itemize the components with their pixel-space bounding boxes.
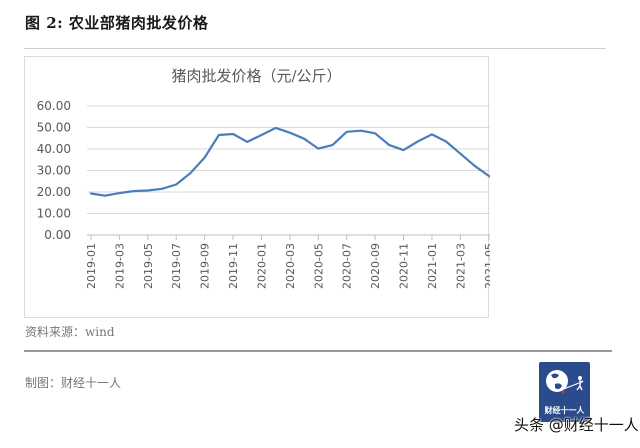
y-tick-label: 50.00 (37, 121, 71, 135)
chart-credit: 制图：财经十一人 (25, 376, 122, 390)
figure-title: 图 2: 农业部猪肉批发价格 (25, 14, 209, 32)
x-tick-label: 2019-03 (113, 243, 126, 289)
brand-logo: 财经十一人 (539, 362, 590, 422)
x-tick-label: 2019-09 (199, 243, 212, 289)
y-tick-label: 60.00 (37, 99, 71, 113)
chart-title: 猪肉批发价格（元/公斤） (171, 67, 342, 85)
section-divider (24, 350, 612, 352)
chart-container: 猪肉批发价格（元/公斤） 0.00 10.00 20.00 30.00 40.00 50.… (24, 56, 490, 318)
data-source: 资料来源：wind (25, 325, 115, 339)
y-tick-label: 0.00 (44, 228, 71, 242)
y-tick-label: 20.00 (37, 185, 71, 199)
x-tick-label: 2021-01 (426, 243, 439, 289)
x-tick-label: 2020-05 (312, 243, 325, 289)
x-tick-label: 2021-05 (483, 243, 490, 289)
x-tick-label: 2019-07 (170, 243, 183, 289)
x-tick-label: 2019-11 (227, 243, 240, 289)
x-tick-label: 2019-05 (142, 243, 155, 289)
x-tick-label: 2020-03 (284, 243, 297, 289)
x-tick-label: 2020-07 (341, 243, 354, 289)
logo-label: 财经十一人 (544, 406, 585, 415)
x-tick-label: 2020-11 (398, 243, 411, 289)
y-tick-label: 30.00 (37, 164, 71, 178)
y-tick-label: 40.00 (37, 142, 71, 156)
watermark: 头条 @财经十一人 (514, 416, 639, 434)
y-tick-label: 10.00 (37, 207, 71, 221)
x-tick-label: 2020-09 (369, 243, 382, 289)
x-tick-label: 2020-01 (255, 243, 268, 289)
x-tick-label: 2021-03 (454, 243, 467, 289)
globe-runner-icon (546, 370, 584, 394)
line-chart-plot: 0.00 10.00 20.00 30.00 40.00 50.00 60.00 2019-0… (37, 99, 490, 289)
price-line (89, 126, 490, 197)
x-tick-label: 2019-01 (85, 243, 98, 289)
top-divider (24, 48, 606, 49)
